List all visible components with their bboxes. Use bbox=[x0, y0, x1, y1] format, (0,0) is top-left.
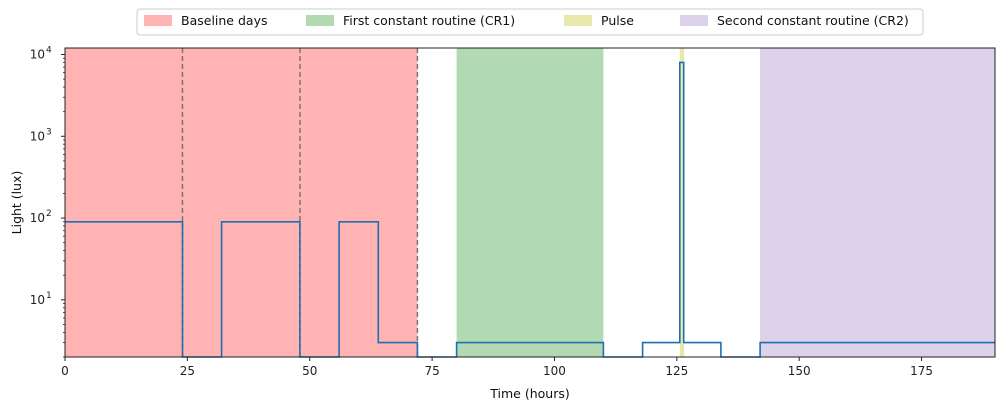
y-tick-label: 10 bbox=[30, 211, 45, 225]
legend-swatch bbox=[564, 15, 592, 26]
y-tick-label: 10 bbox=[30, 129, 45, 143]
legend-swatch bbox=[144, 15, 172, 26]
legend-label: Second constant routine (CR2) bbox=[717, 13, 909, 28]
x-tick-label: 0 bbox=[61, 364, 69, 378]
region-2 bbox=[679, 48, 685, 357]
legend-label: First constant routine (CR1) bbox=[343, 13, 515, 28]
legend-label: Pulse bbox=[601, 13, 634, 28]
y-tick-exponent: 2 bbox=[46, 209, 52, 219]
x-tick-label: 125 bbox=[665, 364, 688, 378]
y-tick-exponent: 1 bbox=[46, 291, 52, 301]
legend-swatch bbox=[680, 15, 708, 26]
y-tick-label: 10 bbox=[30, 47, 45, 61]
x-tick-label: 25 bbox=[180, 364, 195, 378]
x-tick-label: 75 bbox=[424, 364, 439, 378]
y-tick-label: 10 bbox=[30, 293, 45, 307]
y-tick-exponent: 4 bbox=[46, 45, 52, 55]
series-line-0 bbox=[65, 61, 995, 358]
region-3 bbox=[760, 48, 995, 357]
plot-frame bbox=[64, 47, 996, 358]
x-tick-label: 50 bbox=[302, 364, 317, 378]
light-series bbox=[65, 61, 995, 358]
y-axis-label: Light (lux) bbox=[9, 171, 24, 235]
legend-swatch bbox=[306, 15, 334, 26]
x-tick-label: 175 bbox=[910, 364, 933, 378]
shaded-regions bbox=[65, 48, 995, 357]
legend-label: Baseline days bbox=[181, 13, 267, 28]
region-0 bbox=[65, 48, 418, 357]
x-tick-label: 150 bbox=[788, 364, 811, 378]
x-axis-ticks: 0 25 50 75 100 125 150 175 bbox=[61, 357, 933, 378]
legend: Baseline days First constant routine (CR1… bbox=[136, 8, 924, 36]
x-tick-label: 100 bbox=[543, 364, 566, 378]
x-axis-label: Time (hours) bbox=[489, 386, 569, 401]
region-1 bbox=[456, 48, 604, 357]
y-tick-exponent: 3 bbox=[46, 127, 52, 137]
